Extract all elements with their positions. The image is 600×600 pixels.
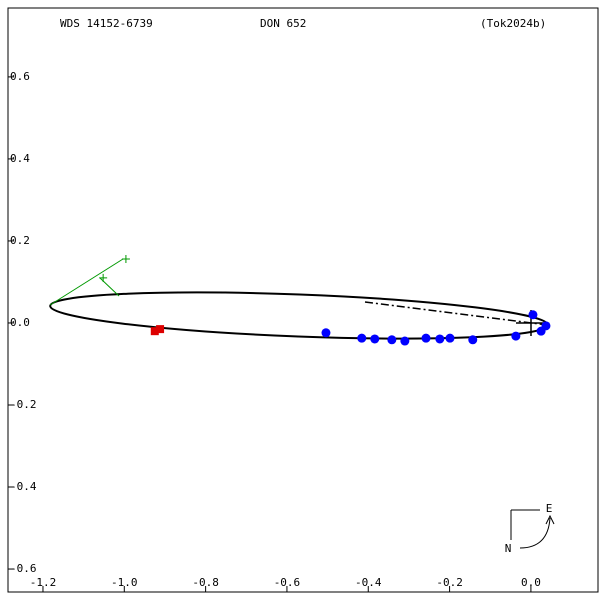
compass: E N	[505, 502, 555, 555]
observation	[370, 334, 380, 344]
y-tick-label: 0.6	[10, 70, 30, 83]
x-tick-label: -0.2	[436, 576, 463, 589]
observation	[357, 333, 367, 343]
predicted-position	[99, 273, 108, 282]
observation	[528, 310, 538, 320]
orbit	[49, 258, 549, 340]
line-of-nodes	[364, 301, 549, 326]
y-tick-label: -0.6	[10, 562, 37, 575]
x-tick-label: -0.8	[192, 576, 219, 589]
observation	[445, 333, 455, 343]
observation	[541, 321, 551, 331]
observation	[150, 327, 159, 336]
x-tick-label: -1.0	[111, 576, 138, 589]
x-tick-label: -0.6	[274, 576, 301, 589]
observation	[321, 328, 331, 338]
compass-north: N	[505, 542, 512, 555]
observation	[511, 331, 521, 341]
y-tick-label: -0.2	[10, 398, 37, 411]
y-tick-label: -0.4	[10, 480, 37, 493]
y-tick-label: 0.0	[10, 316, 30, 329]
predicted-position	[121, 254, 130, 263]
chart-subtitle: DON 652	[260, 17, 306, 30]
observation	[421, 333, 431, 343]
observation	[400, 336, 410, 346]
residual-line	[49, 258, 124, 306]
observation	[435, 334, 445, 344]
x-tick-label: -1.2	[30, 576, 57, 589]
plot-frame	[7, 7, 599, 593]
observation	[468, 335, 478, 345]
chart-title: WDS 14152-6739	[60, 17, 153, 30]
x-tick-label: -0.4	[355, 576, 382, 589]
compass-arc	[519, 517, 551, 549]
compass-arrow	[545, 514, 555, 525]
observation	[387, 335, 397, 345]
x-tick-label: 0.0	[521, 576, 541, 589]
y-tick-label: 0.2	[10, 234, 30, 247]
reference: (Tok2024b)	[480, 17, 546, 30]
compass-east: E	[546, 502, 553, 515]
y-tick-label: 0.4	[10, 152, 30, 165]
observation	[156, 325, 165, 334]
